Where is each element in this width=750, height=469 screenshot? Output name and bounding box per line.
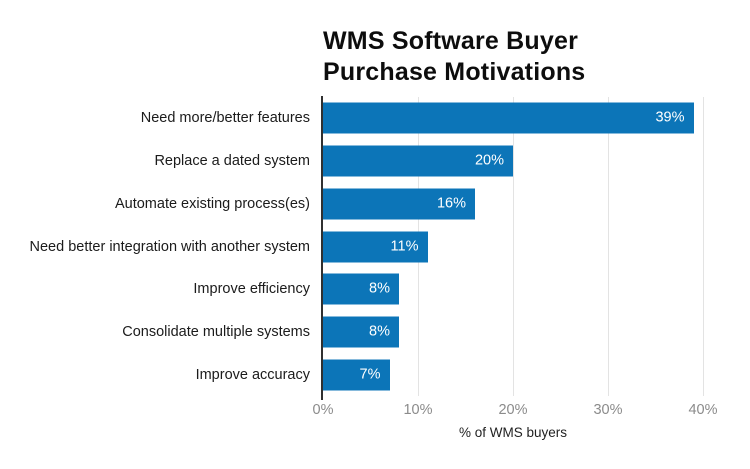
- bar: 20%: [323, 145, 513, 177]
- x-tick-label-30: 30%: [593, 402, 623, 418]
- gridline-20: [512, 97, 514, 396]
- bar-row: Improve efficiency 8%: [193, 268, 703, 311]
- x-tick-label-40: 40%: [688, 402, 718, 418]
- chart-title-line2: Purchase Motivations: [323, 58, 586, 86]
- bar-value-label: 16%: [436, 195, 466, 212]
- bar-value-label: 11%: [390, 238, 419, 255]
- chart-title: WMS Software Buyer Purchase Motivations: [323, 26, 585, 88]
- x-tick-label-10: 10%: [403, 402, 433, 418]
- bar-row: Need better integration with another sys…: [30, 225, 703, 268]
- category-label: Improve efficiency: [193, 281, 310, 298]
- category-label: Consolidate multiple systems: [122, 323, 310, 340]
- x-axis-label: % of WMS buyers: [458, 425, 568, 440]
- gridline-40: [702, 97, 704, 396]
- x-tick-label-20: 20%: [498, 402, 528, 418]
- bar: 16%: [323, 188, 475, 220]
- x-tick-label-0: 0%: [312, 402, 334, 418]
- bar-row: Automate existing process(es) 16%: [115, 182, 703, 225]
- bar-value-label: 8%: [369, 280, 390, 297]
- plot-area: Need more/better features 39% Replace a da…: [30, 96, 704, 400]
- bar-value-label: 7%: [359, 366, 381, 383]
- gridline-30: [607, 97, 609, 396]
- bar-row: Consolidate multiple systems 8%: [122, 311, 703, 354]
- bar-rows: Need more/better features 39% Replace a da…: [30, 97, 703, 396]
- bar-row: Improve accuracy 7%: [196, 353, 703, 396]
- category-label: Automate existing process(es): [114, 195, 310, 212]
- bar: 8%: [323, 316, 399, 348]
- bar-value-label: 8%: [369, 323, 390, 340]
- bar: 8%: [323, 273, 399, 305]
- bar-row: Replace a dated system 20%: [154, 140, 703, 183]
- category-label: Need better integration with another sys…: [29, 238, 310, 255]
- bar: 7%: [323, 359, 390, 391]
- bar: 11%: [323, 231, 428, 263]
- bar: 39%: [323, 102, 694, 134]
- category-label: Replace a dated system: [154, 153, 310, 170]
- category-label: Improve accuracy: [195, 366, 310, 383]
- chart-title-line1: WMS Software Buyer: [323, 27, 579, 55]
- bar-value-label: 39%: [655, 109, 685, 126]
- bar-value-label: 20%: [474, 152, 504, 169]
- y-axis-line: [321, 96, 323, 400]
- bar-row: Need more/better features 39%: [141, 97, 703, 140]
- category-label: Need more/better features: [140, 110, 310, 127]
